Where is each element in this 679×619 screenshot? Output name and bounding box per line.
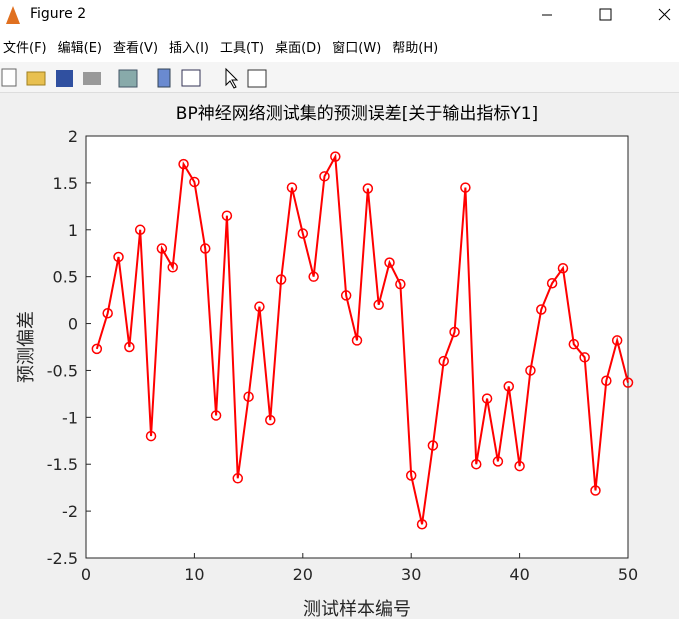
data-point bbox=[395, 278, 406, 290]
data-point bbox=[297, 228, 309, 239]
axes-box bbox=[85, 135, 629, 559]
data-point bbox=[622, 377, 634, 388]
y-tick-label: 1 bbox=[68, 221, 78, 240]
data-point bbox=[557, 262, 569, 274]
data-point bbox=[340, 290, 352, 301]
property-icon[interactable] bbox=[247, 69, 267, 88]
data-point bbox=[167, 262, 178, 273]
data-point bbox=[145, 430, 157, 442]
y-tick-label: -2 bbox=[62, 502, 78, 521]
app-icon bbox=[6, 6, 20, 24]
data-point bbox=[449, 326, 460, 338]
data-point bbox=[405, 470, 417, 481]
menu-item[interactable]: 工具(T) bbox=[220, 40, 265, 56]
data-point bbox=[265, 414, 276, 426]
x-tick-label: 30 bbox=[401, 565, 421, 584]
maximize-button[interactable] bbox=[599, 8, 612, 21]
data-point bbox=[210, 410, 222, 421]
y-tick-label: 0 bbox=[68, 315, 78, 334]
x-tick-label: 20 bbox=[293, 565, 313, 584]
data-point bbox=[243, 391, 254, 402]
y-tick-label: 1.5 bbox=[53, 174, 78, 193]
data-point bbox=[384, 257, 395, 268]
legend-icon[interactable] bbox=[181, 69, 201, 87]
data-point bbox=[568, 338, 580, 350]
data-point bbox=[113, 251, 124, 263]
data-point bbox=[319, 171, 330, 182]
data-point bbox=[481, 393, 493, 404]
data-point bbox=[470, 458, 482, 470]
y-tick-label: -0.5 bbox=[47, 361, 78, 380]
data-point bbox=[611, 335, 623, 346]
data-point bbox=[373, 299, 384, 311]
data-point bbox=[124, 341, 135, 353]
data-point bbox=[492, 456, 504, 467]
chart: BP神经网络测试集的预测误差[关于输出指标Y1] 测试样本编号 预测偏差 -2.… bbox=[16, 104, 638, 619]
y-tick-label: -1.5 bbox=[47, 455, 78, 474]
y-tick-label: -1 bbox=[62, 408, 78, 427]
x-tick-label: 50 bbox=[618, 565, 638, 584]
data-point bbox=[427, 440, 439, 451]
data-point bbox=[590, 485, 601, 496]
data-point bbox=[275, 274, 287, 285]
menu-item[interactable]: 窗口(W) bbox=[332, 40, 382, 56]
window-title: Figure 2 bbox=[30, 6, 87, 22]
link-icon[interactable] bbox=[118, 69, 138, 88]
menu-item[interactable]: 插入(I) bbox=[169, 40, 210, 56]
menu-item[interactable]: 编辑(E) bbox=[57, 40, 102, 56]
data-point bbox=[579, 352, 590, 363]
new-icon[interactable] bbox=[1, 68, 17, 87]
toolbar-icons bbox=[1, 67, 267, 89]
data-point bbox=[351, 335, 363, 346]
data-point bbox=[438, 355, 449, 367]
save-icon[interactable] bbox=[56, 70, 73, 87]
data-point bbox=[102, 307, 113, 319]
menu-item[interactable]: 帮助(H) bbox=[392, 40, 439, 56]
data-point bbox=[416, 518, 428, 530]
x-tick-label: 10 bbox=[184, 565, 204, 584]
data-point bbox=[134, 224, 146, 236]
data-point bbox=[232, 473, 244, 484]
title-bar-graphics bbox=[6, 6, 671, 24]
pointer-icon[interactable] bbox=[225, 67, 239, 89]
toolbar bbox=[0, 62, 679, 93]
y-tick-label: 0.5 bbox=[53, 268, 78, 287]
menu-item[interactable]: 查看(V) bbox=[112, 40, 159, 56]
data-point bbox=[546, 277, 558, 289]
data-point bbox=[178, 158, 189, 170]
data-point bbox=[536, 304, 547, 315]
data-point bbox=[156, 243, 168, 254]
data-point bbox=[189, 176, 200, 188]
data-point bbox=[460, 182, 471, 193]
y-tick-label: 2 bbox=[68, 127, 78, 146]
chart-title: BP神经网络测试集的预测误差[关于输出指标Y1] bbox=[176, 104, 538, 124]
data-point bbox=[91, 343, 103, 355]
colorbar-icon[interactable] bbox=[157, 68, 171, 88]
menu-item[interactable]: 文件(F) bbox=[3, 40, 47, 56]
data-point bbox=[601, 375, 612, 387]
menu-item[interactable]: 桌面(D) bbox=[275, 40, 322, 56]
data-point bbox=[514, 460, 525, 472]
data-point bbox=[308, 271, 319, 282]
y-tick-label: -2.5 bbox=[47, 549, 78, 568]
y-axis-label: 预测偏差 bbox=[16, 311, 37, 383]
data-point bbox=[525, 365, 536, 376]
print-icon[interactable] bbox=[83, 72, 101, 85]
data-point bbox=[330, 151, 341, 162]
data-point bbox=[503, 381, 515, 392]
title-bar: Figure 2 bbox=[0, 0, 679, 30]
data-point bbox=[362, 183, 374, 194]
data-point bbox=[254, 301, 265, 312]
close-button[interactable] bbox=[658, 8, 671, 21]
x-tick-label: 0 bbox=[81, 565, 91, 584]
x-tick-label: 40 bbox=[509, 565, 529, 584]
open-icon[interactable] bbox=[26, 71, 46, 86]
data-line bbox=[95, 153, 629, 525]
data-point bbox=[221, 210, 233, 221]
menu-bar: 文件(F) 编辑(E) 查看(V) 插入(I) 工具(T) 桌面(D) 窗口(W) 帮助(H) bbox=[0, 30, 679, 62]
data-point bbox=[286, 182, 298, 193]
x-axis-label: 测试样本编号 bbox=[303, 599, 411, 619]
data-point bbox=[199, 243, 211, 254]
